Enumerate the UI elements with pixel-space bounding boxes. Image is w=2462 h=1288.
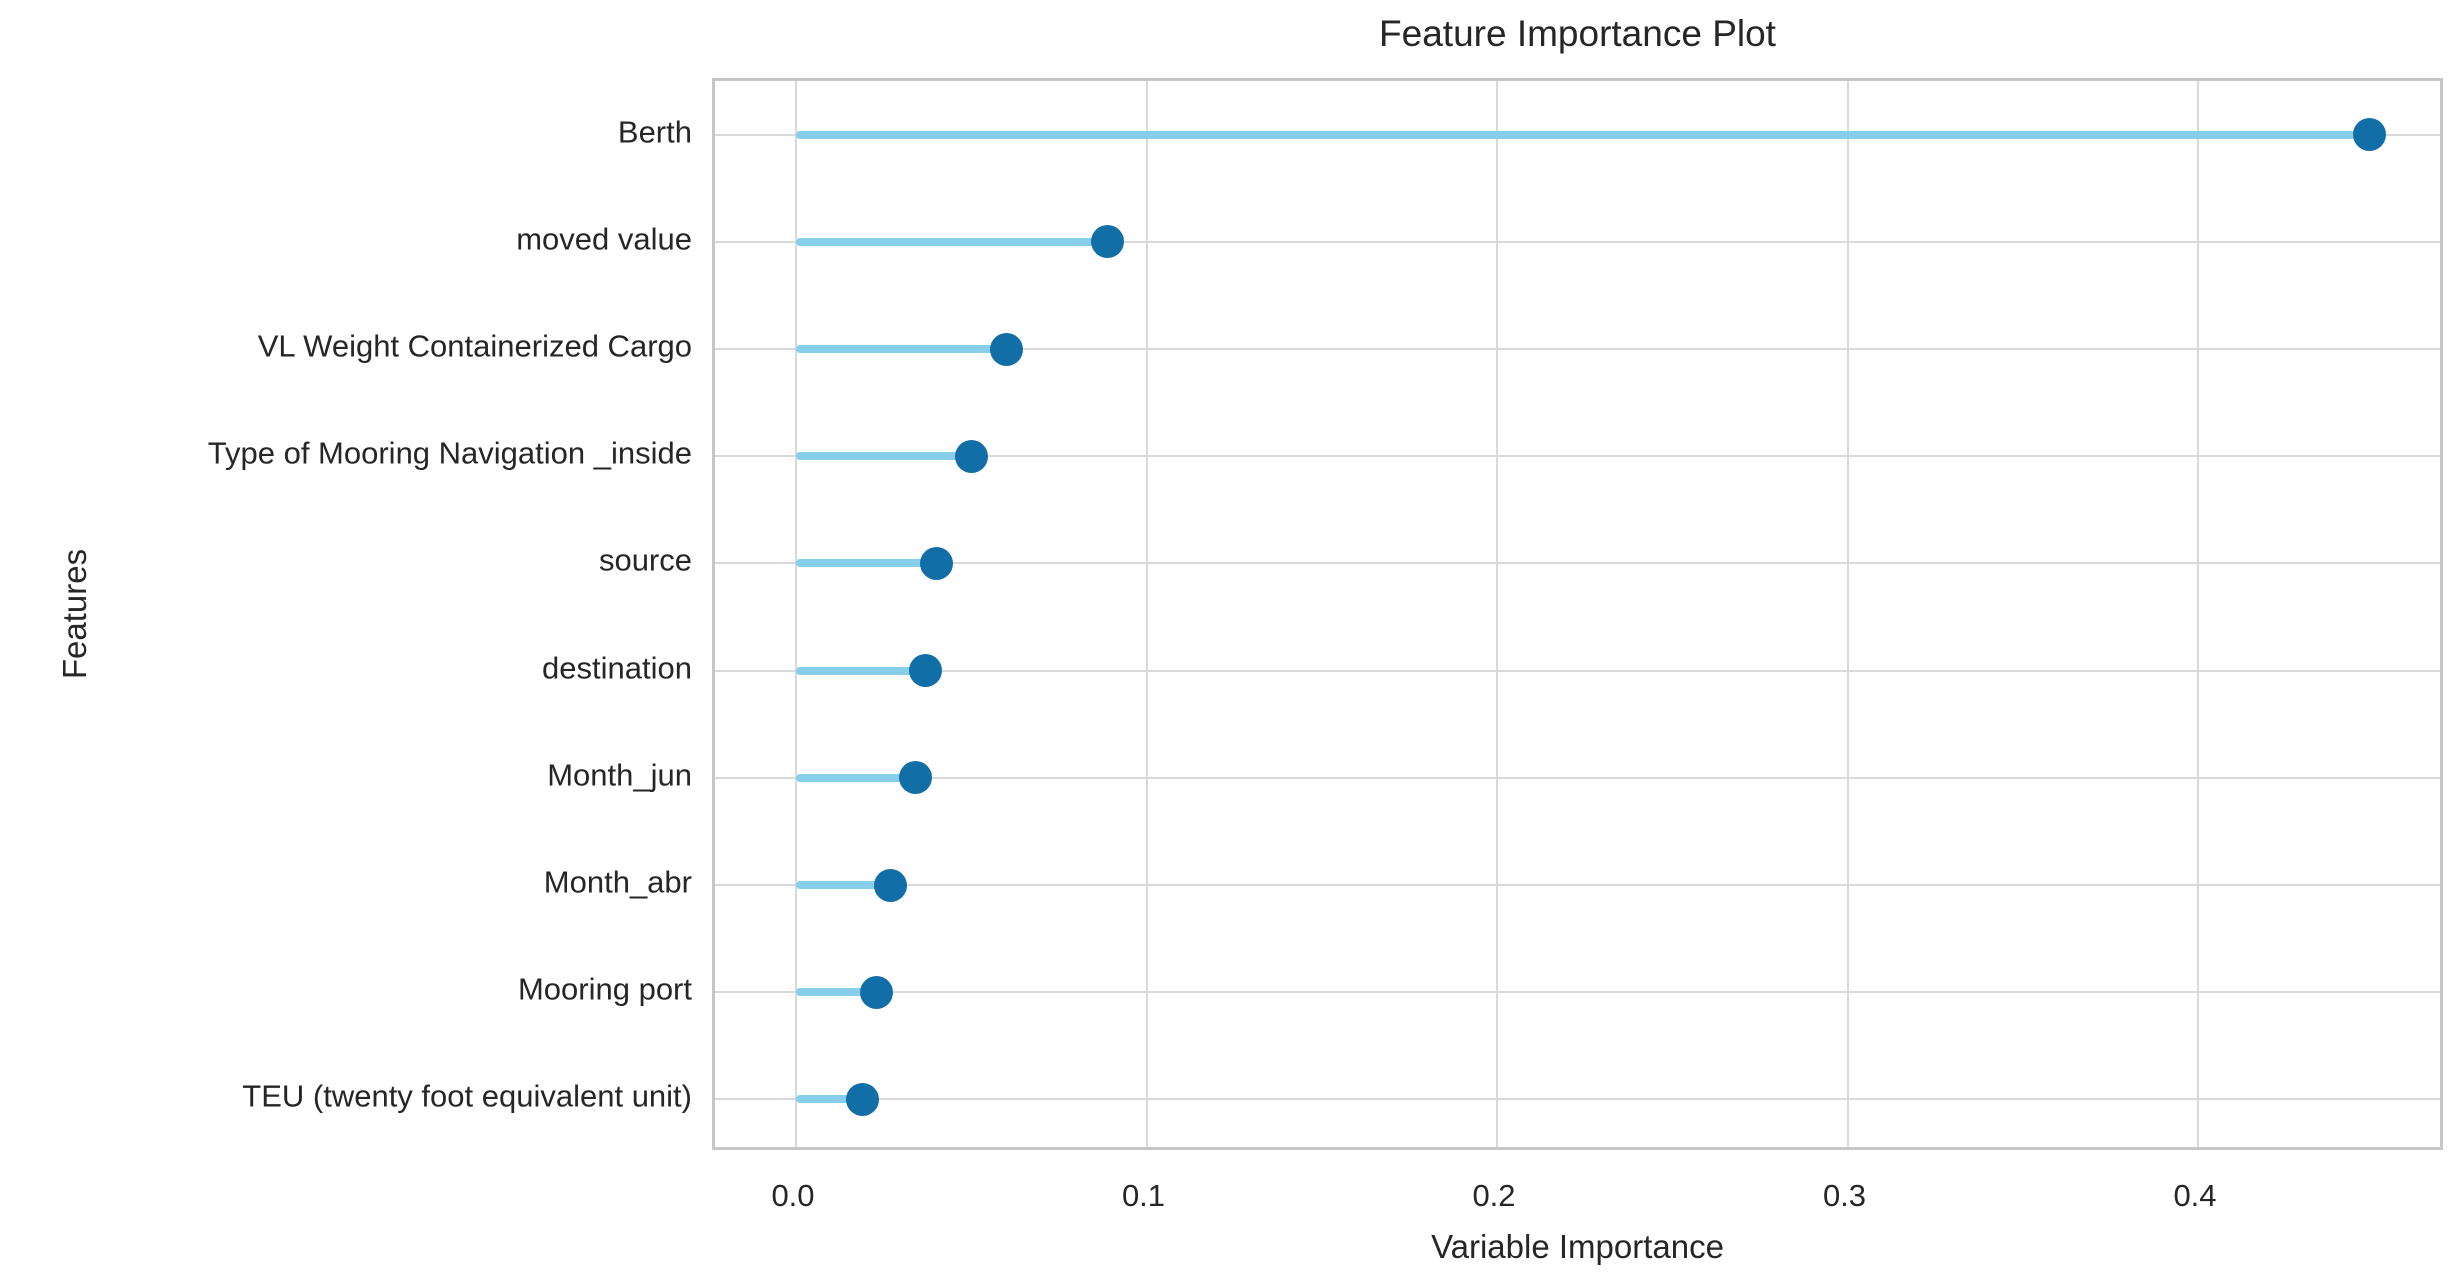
lollipop-stem (796, 666, 926, 675)
y-tick-label: destination (542, 650, 692, 686)
h-gridline (715, 776, 2440, 779)
lollipop-dot (1091, 225, 1125, 259)
lollipop-stem (796, 881, 891, 889)
lollipop-dot (919, 546, 953, 580)
lollipop-stem (796, 1095, 863, 1104)
x-tick-label: 0.2 (1472, 1178, 1516, 1213)
x-tick-label: 0.0 (771, 1178, 815, 1213)
h-gridline (715, 562, 2440, 565)
y-tick-label: TEU (twenty foot equivalent unit) (242, 1078, 692, 1114)
h-gridline (715, 1098, 2440, 1101)
x-tick-label: 0.4 (2173, 1178, 2217, 1213)
h-gridline (715, 348, 2440, 350)
v-gridline (1145, 81, 1148, 1147)
lollipop-stem (796, 345, 1007, 353)
x-axis-title: Variable Importance (1431, 1228, 1724, 1265)
y-tick-label: Type of Mooring Navigation _inside (207, 435, 692, 471)
h-gridline (715, 991, 2440, 994)
lollipop-stem (796, 452, 972, 461)
lollipop-dot (846, 1082, 880, 1116)
lollipop-dot (874, 868, 908, 902)
lollipop-dot (909, 654, 943, 688)
h-gridline (715, 884, 2440, 886)
lollipop-dot (2353, 118, 2387, 152)
y-tick-label: moved value (516, 221, 692, 257)
h-gridline (715, 669, 2440, 672)
y-tick-label: VL Weight Containerized Cargo (257, 328, 692, 364)
v-gridline (795, 81, 797, 1147)
lollipop-stem (796, 130, 2370, 139)
y-tick-label: Berth (617, 114, 692, 150)
lollipop-stem (796, 988, 877, 997)
plot-area (712, 78, 2443, 1150)
lollipop-dot (898, 761, 932, 795)
v-gridline (1846, 81, 1849, 1147)
x-tick-label: 0.3 (1822, 1178, 1867, 1213)
lollipop-dot (989, 332, 1023, 366)
chart-title: Feature Importance Plot (1379, 13, 1776, 54)
y-tick-label: Month_jun (547, 757, 692, 793)
h-gridline (715, 455, 2440, 458)
x-tick-label: 0.1 (1121, 1178, 1166, 1213)
v-gridline (2197, 81, 2199, 1147)
v-gridline (1496, 81, 1498, 1147)
h-gridline (715, 240, 2440, 243)
lollipop-stem (796, 559, 937, 568)
y-tick-label: source (598, 542, 692, 578)
lollipop-dot (860, 975, 894, 1009)
lollipop-dot (954, 439, 988, 473)
y-tick-label: Month_abr (543, 864, 692, 900)
y-tick-label: Mooring port (517, 971, 692, 1007)
lollipop-stem (796, 773, 916, 782)
lollipop-stem (796, 237, 1108, 246)
